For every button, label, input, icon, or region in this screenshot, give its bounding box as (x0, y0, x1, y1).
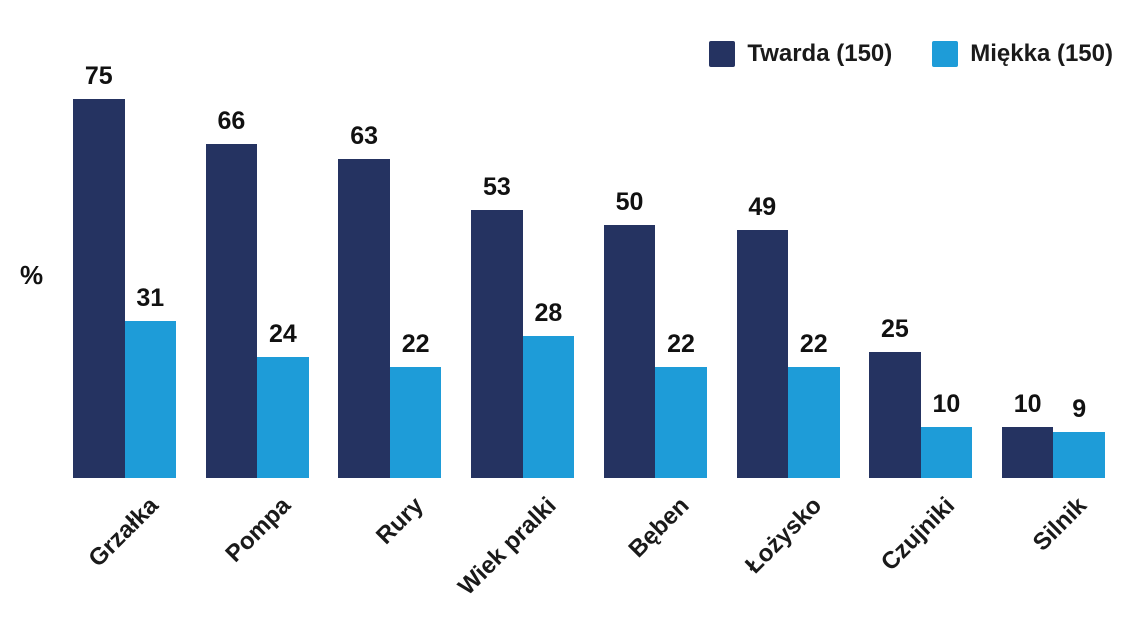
bar-twarda-3 (338, 159, 390, 478)
bar-miekka-4 (522, 336, 575, 478)
x-axis-label-6: Łożysko (740, 492, 828, 579)
legend-label-miekka: Miękka (150) (970, 40, 1113, 67)
legend-item-miekka: Miękka (150) (932, 40, 1113, 68)
x-axis-label-3: Rury (371, 492, 429, 550)
bar-twarda-4 (471, 209, 523, 478)
legend-swatch-miekka (932, 41, 959, 67)
value-label-miekka-4: 28 (534, 299, 563, 328)
x-axis-label-8: Silnik (1028, 492, 1093, 557)
bar-miekka-8 (1053, 432, 1105, 478)
x-axis-label-2: Pompa (220, 492, 297, 568)
x-axis-label-5: Bęben (623, 492, 695, 563)
bar-twarda-5 (603, 225, 656, 478)
value-label-miekka-7: 10 (932, 390, 961, 419)
bar-twarda-7 (869, 351, 921, 478)
bar-miekka-1 (124, 321, 176, 478)
bar-miekka-7 (920, 427, 973, 478)
value-label-twarda-5: 50 (615, 188, 644, 216)
value-label-twarda-6: 49 (748, 193, 777, 222)
value-label-miekka-6: 22 (799, 329, 828, 358)
legend-swatch-twarda (709, 41, 736, 67)
bar-twarda-8 (1001, 427, 1054, 478)
value-label-twarda-4: 53 (482, 172, 511, 201)
value-label-miekka-8: 9 (1072, 395, 1087, 424)
bar-miekka-6 (788, 366, 840, 478)
value-label-twarda-1: 75 (84, 61, 113, 90)
legend-label-twarda: Twarda (150) (747, 40, 893, 67)
x-axis-label-7: Czujniki (875, 492, 960, 577)
value-label-miekka-1: 31 (136, 284, 165, 313)
value-label-miekka-2: 24 (269, 319, 297, 348)
bar-twarda-6 (736, 230, 788, 478)
x-axis-label-4: Wiek pralki (453, 492, 562, 601)
bar-miekka-2 (257, 356, 309, 478)
value-label-twarda-8: 10 (1013, 390, 1042, 419)
value-label-miekka-5: 22 (667, 329, 695, 358)
value-label-twarda-2: 66 (217, 107, 246, 136)
value-label-twarda-7: 25 (881, 314, 909, 343)
bar-miekka-5 (655, 366, 707, 478)
value-label-miekka-3: 22 (401, 329, 430, 358)
bar-twarda-2 (205, 144, 258, 478)
x-axis-label-1: Grzałka (83, 492, 164, 573)
value-label-twarda-3: 63 (350, 122, 379, 151)
bar-twarda-1 (73, 98, 125, 478)
legend-item-twarda: Twarda (150) (709, 40, 892, 68)
bar-miekka-3 (389, 366, 442, 478)
legend: Twarda (150) Miękka (150) (709, 40, 1113, 68)
y-axis-label: % (20, 260, 44, 290)
